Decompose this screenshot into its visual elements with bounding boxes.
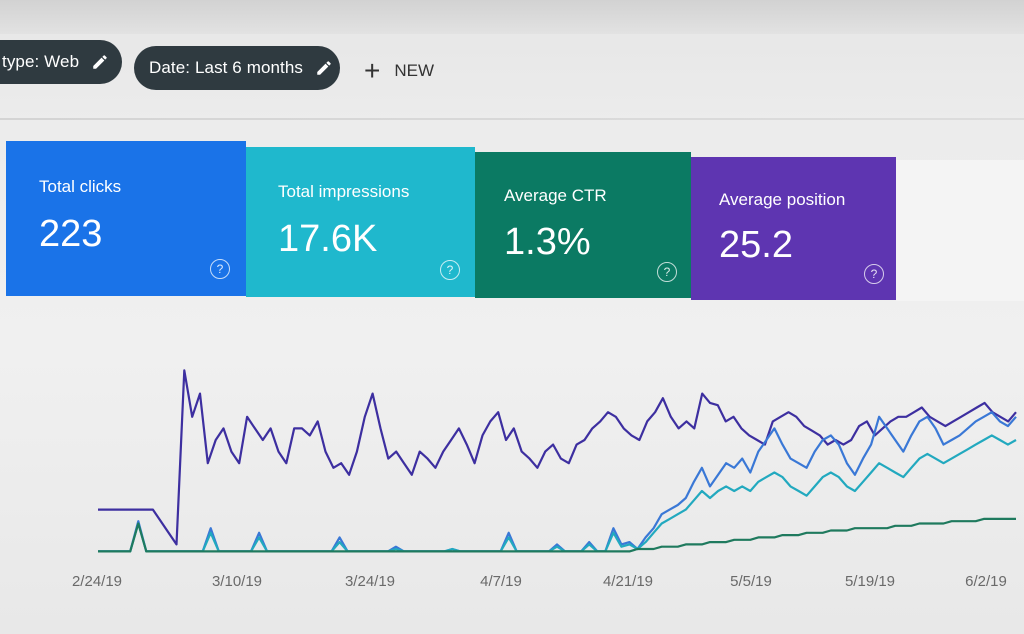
x-tick-label: 6/2/19 [965,573,1007,590]
metric-card-total-impressions[interactable]: Total impressions 17.6K ? [246,147,475,297]
metric-card-average-ctr[interactable]: Average CTR 1.3% ? [475,152,691,298]
help-circle-icon[interactable]: ? [210,259,230,279]
x-tick-label: 3/10/19 [212,573,262,590]
filter-bar: type: Web Date: Last 6 months + NEW [0,38,1024,98]
metric-value: 17.6K [278,218,378,260]
metric-label: Total impressions [278,182,410,201]
x-tick-label: 2/24/19 [72,573,122,590]
metric-label: Average CTR [504,186,607,205]
series-line-ctr[interactable] [98,517,1016,553]
metric-card-average-position[interactable]: Average position 25.2 ? [691,157,896,300]
metric-label: Total clicks [39,177,122,196]
series-line-position[interactable] [98,369,1017,546]
help-circle-icon[interactable]: ? [657,262,677,282]
metric-value: 25.2 [719,224,793,266]
new-filter-button[interactable]: + NEW [364,56,434,86]
x-tick-label: 5/5/19 [730,573,772,590]
metric-card-placeholder [896,160,1024,301]
x-tick-label: 3/24/19 [345,573,395,590]
date-filter-chip[interactable]: Date: Last 6 months [134,46,340,90]
help-circle-icon[interactable]: ? [864,264,884,284]
x-tick-label: 4/7/19 [480,573,522,590]
search-type-filter-chip[interactable]: type: Web [0,40,122,84]
metric-value: 223 [39,213,103,255]
search-type-filter-label: type: Web [2,52,80,71]
pencil-icon[interactable] [91,53,109,71]
x-tick-label: 5/19/19 [845,573,895,590]
performance-line-chart[interactable]: 2/24/19 3/10/19 3/24/19 4/7/19 4/21/19 5/5/19… [0,300,1024,634]
metric-value: 1.3% [504,221,591,263]
performance-chart[interactable]: 2/24/19 3/10/19 3/24/19 4/7/19 4/21/19 5/5/19… [0,300,1024,634]
metric-label: Average position [719,190,846,209]
pencil-icon[interactable] [315,59,333,77]
filter-divider [0,118,1024,120]
help-circle-icon[interactable]: ? [440,260,460,280]
window-top-band [0,0,1024,34]
plus-icon: + [364,55,381,86]
date-filter-label: Date: Last 6 months [149,58,304,77]
x-tick-label: 4/21/19 [603,573,653,590]
metric-card-total-clicks[interactable]: Total clicks 223 ? [6,141,246,296]
new-filter-label: NEW [394,61,435,80]
